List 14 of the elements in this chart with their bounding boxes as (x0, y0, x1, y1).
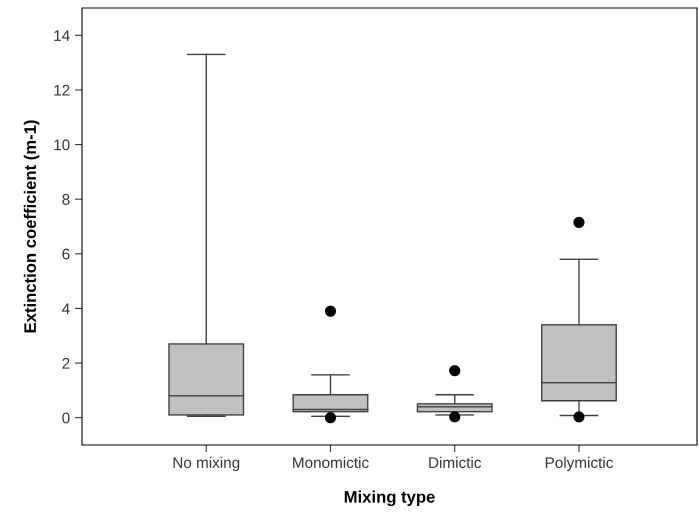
y-tick-label: 2 (62, 358, 70, 369)
x-tick-label: Polymictic (546, 456, 613, 472)
y-tick-label: 4 (62, 303, 70, 314)
x-tick-label: No mixing (174, 456, 240, 472)
x-tick-label: Dimictic (429, 456, 482, 468)
y-tick-label: 12 (54, 84, 70, 96)
y-tick-label: 6 (62, 248, 70, 260)
y-tick-label: 8 (62, 194, 70, 205)
x-tick-label: Monomictic (293, 456, 369, 468)
x-axis-title: Mixing type (344, 490, 435, 506)
y-axis-title: Extinction coefficient (m-1) (24, 120, 40, 332)
y-tick-label: 0 (62, 412, 70, 424)
y-tick-label: 14 (54, 30, 70, 41)
y-tick-label: 10 (54, 139, 70, 150)
